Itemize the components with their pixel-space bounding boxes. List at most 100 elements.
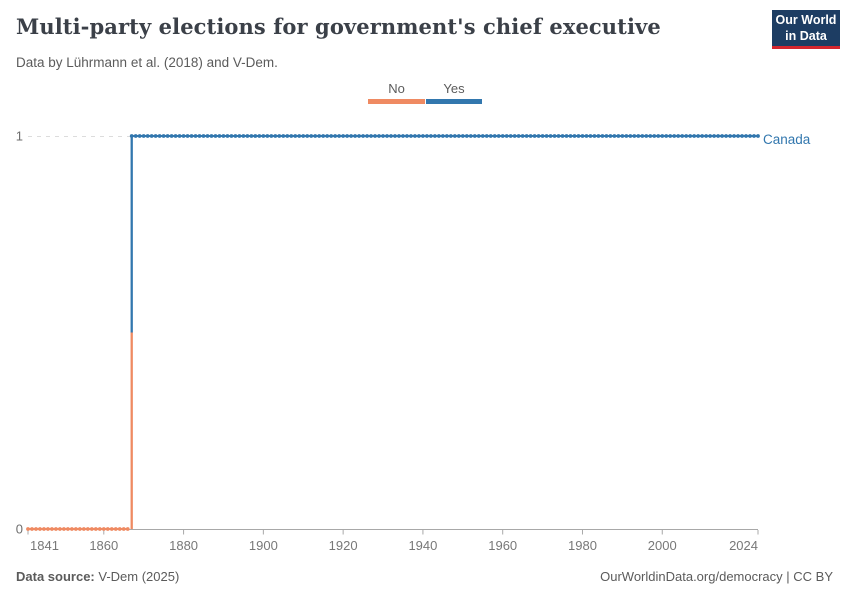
data-point [488,134,493,138]
data-point [137,134,142,138]
data-point [624,134,629,138]
data-point [385,134,389,138]
data-point [209,134,214,138]
data-point [724,134,728,138]
data-point [632,134,637,138]
data-point [716,134,721,138]
data-point [524,134,529,138]
data-point [484,134,489,138]
data-point [26,527,30,531]
data-point [58,527,62,531]
data-point [476,134,481,138]
data-point [712,134,717,138]
data-point [644,134,649,138]
data-point [197,134,202,138]
data-point [560,134,565,138]
data-point [249,134,254,138]
data-point [417,134,421,138]
data-point [452,134,457,138]
data-point [237,134,242,138]
data-point [69,527,74,531]
data-point [556,134,561,138]
data-point [73,527,78,531]
data-point [680,134,685,138]
data-point [708,134,713,138]
data-point [205,134,210,138]
data-point [265,134,270,138]
data-point [233,134,238,138]
data-point [329,134,334,138]
legend-item-no[interactable]: No [368,81,425,104]
data-point [540,134,545,138]
data-point [421,134,425,138]
data-point [269,134,274,138]
data-point [97,527,102,531]
data-point [365,134,369,138]
data-point [636,134,641,138]
data-point [349,134,354,138]
data-point [664,134,669,138]
data-point [692,134,697,138]
data-point [500,134,505,138]
data-point [516,134,521,138]
data-point [684,134,689,138]
data-point [688,134,693,138]
data-point [113,527,118,531]
data-point [281,134,286,138]
data-point [93,527,98,531]
data-point [740,134,744,138]
chart-footer: Data source: V-Dem (2025) OurWorldinData… [16,569,833,584]
x-tick-label: 2024 [729,538,758,553]
data-point [532,134,537,138]
data-point [62,527,66,531]
owid-logo-line2: in Data [785,29,827,43]
data-point [217,134,222,138]
data-point [201,134,206,138]
legend-swatch-no [368,99,425,104]
data-point [50,527,54,531]
data-point [381,134,385,138]
data-point [704,134,709,138]
data-point [620,134,625,138]
credit-link[interactable]: OurWorldinData.org/democracy | CC BY [600,569,833,584]
data-point [413,134,417,138]
data-point [700,134,705,138]
data-point [369,134,373,138]
data-point [153,134,158,138]
data-point [405,134,409,138]
chart-subtitle: Data by Lührmann et al. (2018) and V-Dem… [16,55,278,70]
data-point [428,134,433,138]
data-point [520,134,525,138]
legend-item-yes[interactable]: Yes [426,81,482,104]
data-point [297,134,302,138]
data-point [676,134,681,138]
data-point [357,134,361,138]
x-tick-label: 1841 [30,538,59,553]
data-point [321,134,326,138]
data-point [325,134,330,138]
data-point [293,134,298,138]
data-point [748,134,752,138]
data-point [109,527,114,531]
data-point [46,527,50,531]
data-point [213,134,218,138]
x-tick-label: 1960 [488,538,517,553]
entity-label-canada[interactable]: Canada [763,132,811,147]
data-source-note: Data source: V-Dem (2025) [16,569,179,584]
data-point [361,134,365,138]
data-point [161,134,166,138]
data-point [648,134,653,138]
data-point [129,134,134,138]
data-point [105,527,110,531]
data-point [393,134,397,138]
data-point [425,134,429,138]
data-point [309,134,314,138]
owid-logo-line1: Our World [775,13,837,27]
owid-logo[interactable]: Our World in Data [772,10,840,49]
data-source-label: Data source: [16,569,95,584]
data-point [54,527,58,531]
data-point [245,134,250,138]
page-title: Multi-party elections for government's c… [16,14,661,39]
data-point [656,134,661,138]
